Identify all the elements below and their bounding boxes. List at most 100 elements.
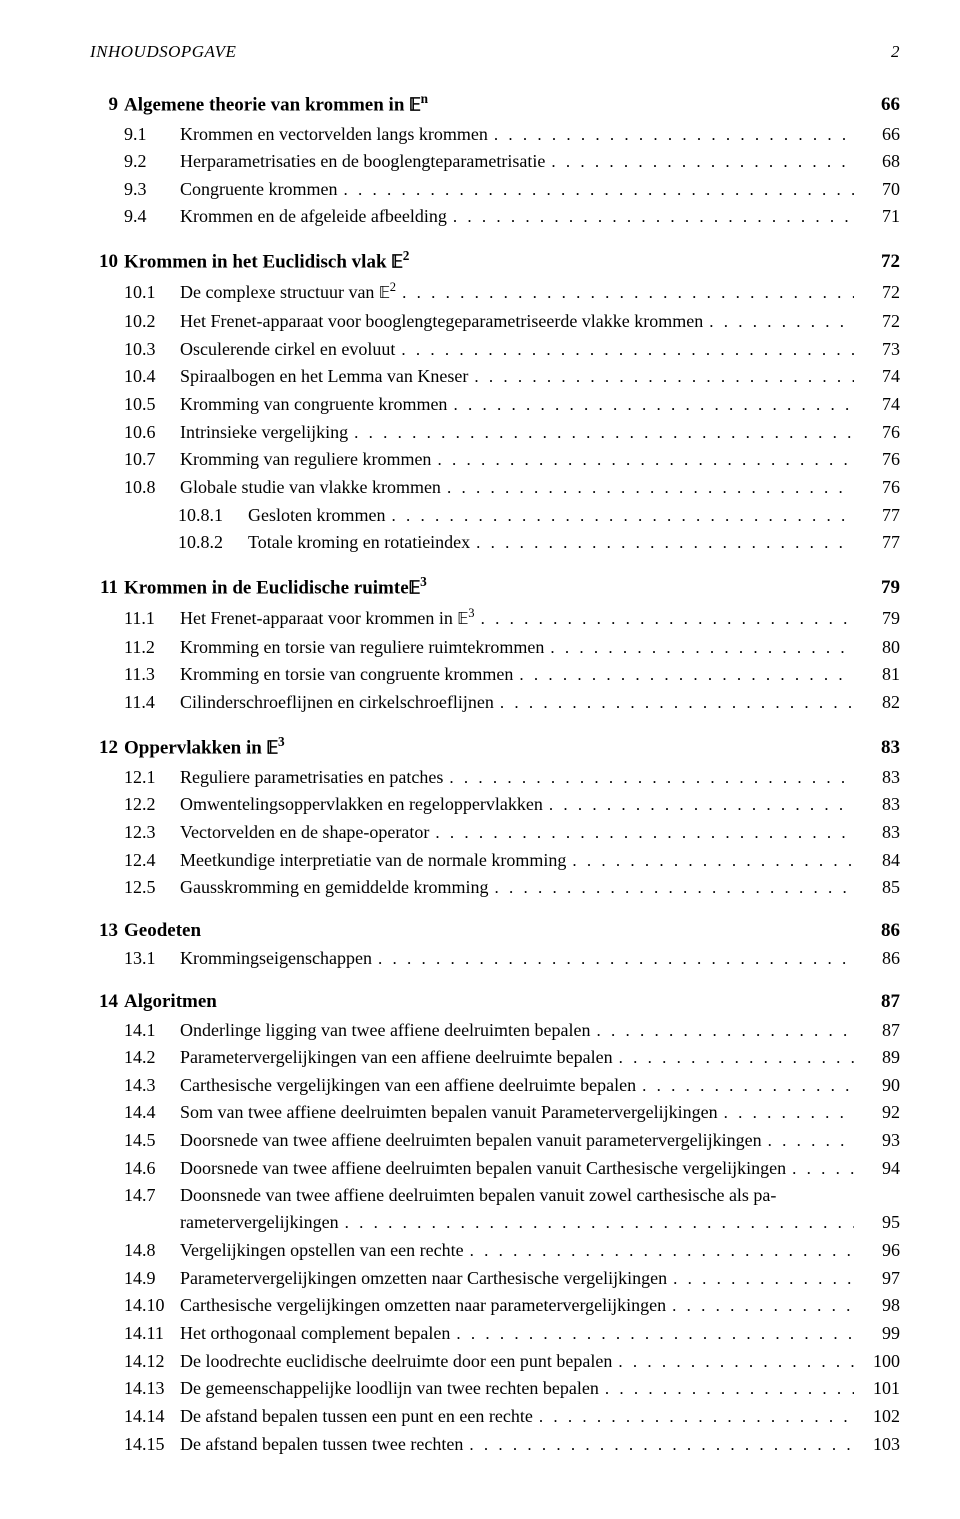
section-row: 9.1Krommen en vectorvelden langs krommen… bbox=[90, 121, 900, 148]
leader-dots bbox=[792, 1157, 854, 1182]
section-title-cont: rametervergelijkingen bbox=[180, 1209, 339, 1235]
leader-dots bbox=[672, 1294, 854, 1319]
section-page: 80 bbox=[860, 634, 900, 660]
header-left: INHOUDSOPGAVE bbox=[90, 40, 236, 65]
chapter-number: 11 bbox=[90, 574, 118, 602]
leader-dots bbox=[447, 476, 854, 501]
subsection-row: 10.8.1Gesloten krommen77 bbox=[90, 502, 900, 529]
section-title: De loodrechte euclidische deelruimte doo… bbox=[180, 1348, 612, 1374]
chapter-row: 12Oppervlakken in 𝔼383 bbox=[90, 732, 900, 763]
leader-dots bbox=[494, 123, 854, 148]
subsection-row: 10.8.2Totale kroming en rotatieindex77 bbox=[90, 529, 900, 556]
section-page: 90 bbox=[860, 1072, 900, 1098]
section-page: 74 bbox=[860, 391, 900, 417]
leader-dots bbox=[549, 793, 854, 818]
section-number: 14.5 bbox=[124, 1127, 180, 1153]
section-row: 13.1Krommingseigenschappen86 bbox=[90, 945, 900, 972]
section-number: 14.14 bbox=[124, 1403, 180, 1429]
subsection-page: 77 bbox=[860, 502, 900, 528]
leader-dots bbox=[500, 691, 854, 716]
section-page: 76 bbox=[860, 474, 900, 500]
chapter-number: 14 bbox=[90, 988, 118, 1016]
section-title: Kromming en torsie van congruente kromme… bbox=[180, 661, 513, 687]
chapter-number: 12 bbox=[90, 734, 118, 762]
leader-dots bbox=[709, 310, 854, 335]
section-title: Vectorvelden en de shape-operator bbox=[180, 819, 429, 845]
leader-dots bbox=[378, 947, 854, 972]
section-number: 11.2 bbox=[124, 634, 180, 660]
section-page: 97 bbox=[860, 1265, 900, 1291]
leader-dots bbox=[539, 1405, 854, 1430]
leader-dots bbox=[481, 607, 854, 632]
chapter: 13Geodeten8613.1Krommingseigenschappen86 bbox=[90, 917, 900, 972]
leader-dots bbox=[343, 178, 854, 203]
section-number: 14.13 bbox=[124, 1375, 180, 1401]
section-page: 85 bbox=[860, 874, 900, 900]
section-number: 11.3 bbox=[124, 661, 180, 687]
section-page: 79 bbox=[860, 605, 900, 631]
leader-dots bbox=[551, 150, 854, 175]
section-page: 87 bbox=[860, 1017, 900, 1043]
section-page: 103 bbox=[860, 1431, 900, 1457]
section-page: 98 bbox=[860, 1292, 900, 1318]
section-number: 11.4 bbox=[124, 689, 180, 715]
section-row: 14.8Vergelijkingen opstellen van een rec… bbox=[90, 1237, 900, 1264]
chapter-number: 9 bbox=[90, 91, 118, 119]
leader-dots bbox=[402, 281, 854, 306]
leader-dots bbox=[768, 1129, 854, 1154]
section-row-cont: rametervergelijkingen95 bbox=[90, 1209, 900, 1236]
chapter-title: Krommen in de Euclidische ruimte𝔼3 bbox=[124, 572, 427, 603]
section-number: 9.4 bbox=[124, 203, 180, 229]
section-row: 14.4Som van twee affiene deelruimten bep… bbox=[90, 1099, 900, 1126]
section-title: Kromming van reguliere krommen bbox=[180, 446, 431, 472]
leader-dots bbox=[619, 1046, 854, 1071]
section-page: 86 bbox=[860, 945, 900, 971]
section-page: 76 bbox=[860, 419, 900, 445]
leader-dots bbox=[401, 338, 854, 363]
section-page: 100 bbox=[860, 1348, 900, 1374]
leader-dots bbox=[470, 1239, 854, 1264]
leader-dots bbox=[550, 636, 854, 661]
section-title: Krommen en vectorvelden langs krommen bbox=[180, 121, 488, 147]
chapter-page: 87 bbox=[860, 988, 900, 1016]
section-row: 10.5Kromming van congruente krommen74 bbox=[90, 391, 900, 418]
section-page: 72 bbox=[860, 308, 900, 334]
leader-dots bbox=[453, 205, 854, 230]
section-number: 10.8 bbox=[124, 474, 180, 500]
section-title: Carthesische vergelijkingen van een affi… bbox=[180, 1072, 636, 1098]
section-page: 74 bbox=[860, 363, 900, 389]
section-number: 14.9 bbox=[124, 1265, 180, 1291]
chapter-row: 9Algemene theorie van krommen in 𝔼n66 bbox=[90, 89, 900, 120]
subsection-title: Totale kroming en rotatieindex bbox=[248, 529, 470, 555]
section-row: 11.3Kromming en torsie van congruente kr… bbox=[90, 661, 900, 688]
chapter-page: 83 bbox=[860, 734, 900, 762]
leader-dots bbox=[354, 421, 854, 446]
section-page: 96 bbox=[860, 1237, 900, 1263]
section-row: 14.11Het orthogonaal complement bepalen9… bbox=[90, 1320, 900, 1347]
section-number: 14.15 bbox=[124, 1431, 180, 1457]
section-title: Vergelijkingen opstellen van een rechte bbox=[180, 1237, 464, 1263]
section-row: 11.1Het Frenet-apparaat voor krommen in … bbox=[90, 604, 900, 633]
section-number: 14.3 bbox=[124, 1072, 180, 1098]
chapter-title: Geodeten bbox=[124, 917, 201, 945]
leader-dots bbox=[435, 821, 854, 846]
header-right: 2 bbox=[891, 40, 900, 65]
section-title: Herparametrisaties en de booglengteparam… bbox=[180, 148, 545, 174]
section-page: 84 bbox=[860, 847, 900, 873]
section-row: 10.3Osculerende cirkel en evoluut73 bbox=[90, 336, 900, 363]
section-title: Krommen en de afgeleide afbeelding bbox=[180, 203, 447, 229]
leader-dots bbox=[456, 1322, 854, 1347]
leader-dots bbox=[474, 365, 854, 390]
section-page: 83 bbox=[860, 791, 900, 817]
section-row: 14.6Doorsnede van twee affiene deelruimt… bbox=[90, 1155, 900, 1182]
section-number: 9.2 bbox=[124, 148, 180, 174]
subsection-number: 10.8.2 bbox=[178, 529, 248, 555]
section-page: 81 bbox=[860, 661, 900, 687]
section-row: 9.2Herparametrisaties en de booglengtepa… bbox=[90, 148, 900, 175]
section-page: 70 bbox=[860, 176, 900, 202]
leader-dots bbox=[449, 766, 854, 791]
section-title: Cilinderschroeflijnen en cirkelschroefli… bbox=[180, 689, 494, 715]
section-row: 10.4Spiraalbogen en het Lemma van Kneser… bbox=[90, 363, 900, 390]
section-page: 99 bbox=[860, 1320, 900, 1346]
section-title: Gausskromming en gemiddelde kromming bbox=[180, 874, 488, 900]
